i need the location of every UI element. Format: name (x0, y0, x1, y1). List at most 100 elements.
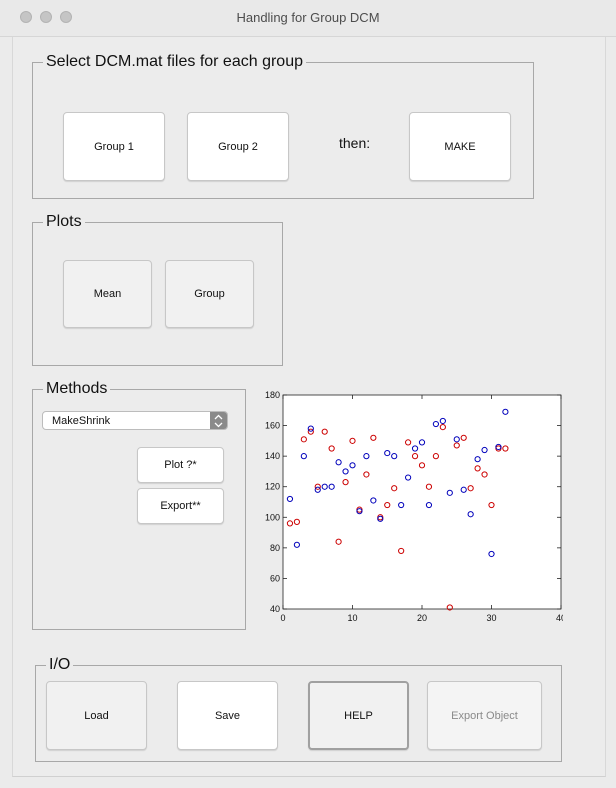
y-tick-label: 140 (265, 451, 280, 461)
data-point-series-2 (377, 515, 384, 522)
data-point-series-1 (467, 485, 474, 492)
data-point-series-1 (328, 445, 335, 452)
data-point-series-1 (370, 434, 377, 441)
data-point-series-2 (349, 462, 356, 469)
group-button[interactable]: Group (165, 260, 254, 328)
methods-panel-title: Methods (43, 379, 111, 399)
data-point-series-2 (460, 486, 467, 493)
data-point-series-1 (384, 501, 391, 509)
data-point-series-1 (349, 437, 356, 444)
data-point-series-2 (328, 483, 335, 490)
data-point-series-2 (502, 408, 509, 415)
data-point-series-2 (363, 453, 370, 460)
plot-area (282, 394, 562, 610)
io-panel: I/O Load Save HELP Export Object (35, 655, 562, 762)
data-point-series-1 (481, 471, 488, 478)
help-button[interactable]: HELP (308, 681, 409, 750)
axis-ticks: 40 60 80 100 120 140 160 180 0 10 20 30 40 (265, 390, 563, 621)
data-point-series-2 (495, 443, 502, 451)
data-point-series-1 (502, 445, 509, 452)
data-point-series-2 (425, 501, 433, 509)
data-point-series-2 (453, 436, 460, 443)
select-arrows-icon (210, 412, 227, 429)
data-point-series-2 (439, 417, 446, 425)
y-tick-label: 180 (265, 390, 280, 400)
save-button[interactable]: Save (177, 681, 278, 750)
mean-button[interactable]: Mean (63, 260, 152, 328)
y-tick-label: 100 (265, 512, 280, 522)
data-point-series-1 (293, 518, 300, 525)
figure-content: Select DCM.mat files for each group Grou… (12, 37, 606, 777)
scatter-chart: 40 60 80 100 120 140 160 180 0 10 20 30 40 (265, 390, 563, 621)
export-button[interactable]: Export** (137, 488, 224, 524)
data-point-series-1 (446, 604, 453, 611)
data-point-series-2 (300, 453, 307, 460)
data-point-series-2 (321, 483, 328, 490)
data-point-series-2 (446, 489, 453, 496)
y-tick-label: 120 (265, 482, 280, 492)
x-tick-label: 40 (556, 613, 563, 621)
method-select-value: MakeShrink (52, 415, 111, 427)
data-point-series-1 (460, 434, 467, 441)
data-point-series-1 (307, 428, 314, 435)
close-window-button[interactable] (20, 11, 32, 23)
data-point-series-2 (432, 420, 439, 428)
data-point-series-1 (432, 453, 439, 460)
data-point-series-1 (418, 462, 426, 469)
data-point-series-1 (474, 465, 481, 472)
data-point-series-1 (335, 538, 342, 545)
data-point-series-2 (342, 468, 349, 475)
group-1-button[interactable]: Group 1 (63, 112, 165, 181)
x-tick-label: 0 (280, 613, 285, 621)
data-point-series-1 (314, 483, 321, 490)
data-point-series-1 (286, 520, 294, 527)
data-point-series-2 (293, 541, 300, 548)
data-point-series-1 (405, 439, 412, 446)
io-panel-title: I/O (46, 655, 74, 675)
data-point-series-2 (488, 550, 495, 558)
methods-panel: Methods MakeShrink Plot ?* Export** (32, 379, 246, 630)
data-point-series-1 (488, 501, 495, 509)
select-files-panel: Select DCM.mat files for each group Grou… (32, 52, 534, 199)
data-point-series-1 (453, 442, 460, 449)
data-point-series-2 (398, 501, 405, 509)
data-point-series-2 (335, 459, 342, 466)
data-point-series-2 (286, 495, 294, 503)
data-point-series-2 (405, 474, 412, 481)
data-points (286, 408, 509, 611)
y-tick-label: 160 (265, 421, 280, 431)
window-title: Handling for Group DCM (236, 10, 380, 25)
y-tick-label: 80 (270, 543, 280, 553)
plots-panel-title: Plots (43, 212, 85, 232)
minimize-window-button[interactable] (40, 11, 52, 23)
data-point-series-1 (321, 428, 328, 435)
data-point-series-2 (474, 456, 481, 463)
data-point-series-2 (314, 486, 321, 493)
data-point-series-1 (342, 479, 349, 486)
data-point-series-1 (411, 453, 419, 460)
make-button[interactable]: MAKE (409, 112, 511, 181)
group-2-button[interactable]: Group 2 (187, 112, 289, 181)
data-point-series-2 (307, 425, 314, 432)
data-point-series-2 (356, 508, 363, 515)
data-point-series-2 (418, 439, 426, 446)
data-point-series-1 (391, 485, 398, 492)
then-label: then: (339, 135, 371, 151)
zoom-window-button[interactable] (60, 11, 72, 23)
title-bar: Handling for Group DCM (0, 0, 616, 37)
data-point-series-1 (300, 436, 307, 443)
data-point-series-1 (425, 483, 433, 490)
data-point-series-1 (439, 423, 446, 431)
data-point-series-1 (398, 547, 405, 555)
data-point-series-2 (411, 445, 419, 452)
data-point-series-2 (467, 511, 474, 518)
export-object-button[interactable]: Export Object (427, 681, 542, 750)
method-select[interactable]: MakeShrink (42, 411, 228, 430)
plot-button[interactable]: Plot ?* (137, 447, 224, 483)
data-point-series-2 (391, 453, 398, 460)
x-tick-label: 20 (417, 613, 427, 621)
x-tick-label: 30 (486, 613, 496, 621)
x-tick-label: 10 (347, 613, 357, 621)
load-button[interactable]: Load (46, 681, 147, 750)
